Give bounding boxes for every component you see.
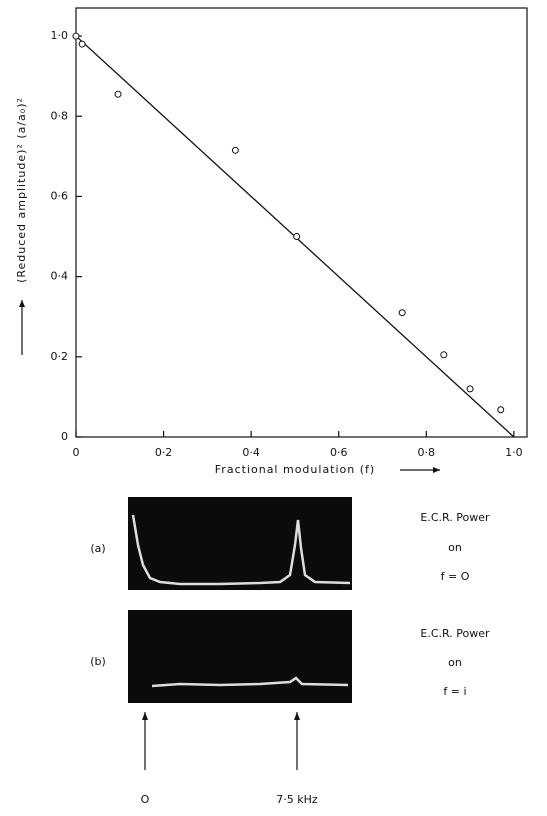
x-tick-label: 0	[73, 446, 80, 459]
y-tick-label: 1·0	[51, 29, 69, 42]
y-tick-label: 0·6	[51, 189, 69, 202]
y-tick-label: 0·8	[51, 109, 69, 122]
y-arrow-head	[19, 300, 25, 307]
x-tick-label: 0·4	[242, 446, 260, 459]
y-tick-label: 0·4	[51, 270, 69, 283]
x-tick-label: 0·2	[155, 446, 173, 459]
panel-note: E.C.R. Power	[420, 511, 490, 524]
x-axis-label: Fractional modulation (f)	[215, 463, 375, 476]
marker-arrow-head	[142, 712, 148, 720]
data-point	[231, 146, 239, 154]
x-tick-label: 1·0	[505, 446, 523, 459]
marker-arrow-head	[294, 712, 300, 720]
panel-note: f = O	[441, 570, 470, 583]
data-point	[398, 309, 406, 317]
panel-note: f = i	[443, 685, 466, 698]
panel-label: (a)	[90, 542, 105, 555]
y-axis-label: (Reduced amplitude)² (a/a₀)²	[15, 97, 28, 283]
data-point	[497, 406, 505, 414]
marker-label: 7·5 kHz	[276, 793, 318, 806]
scope-image-a	[128, 497, 352, 590]
x-tick-label: 0·8	[418, 446, 436, 459]
x-tick-label: 0·6	[330, 446, 348, 459]
scope-image-b	[128, 610, 352, 703]
panel-note: E.C.R. Power	[420, 627, 490, 640]
data-point	[466, 385, 474, 393]
x-arrow-head	[433, 467, 440, 473]
y-tick-label: 0	[61, 430, 68, 443]
plot-frame	[75, 7, 528, 438]
data-point	[72, 32, 80, 40]
data-point	[440, 351, 448, 359]
data-point	[78, 40, 86, 48]
scope-trace-a	[131, 514, 351, 586]
panel-note: on	[448, 541, 462, 554]
marker-label: O	[141, 793, 150, 806]
panel-label: (b)	[90, 655, 106, 668]
y-tick-label: 0·2	[51, 350, 69, 363]
panel-note: on	[448, 656, 462, 669]
scope-trace-b	[151, 676, 349, 688]
data-point	[293, 233, 301, 241]
data-point	[114, 90, 122, 98]
